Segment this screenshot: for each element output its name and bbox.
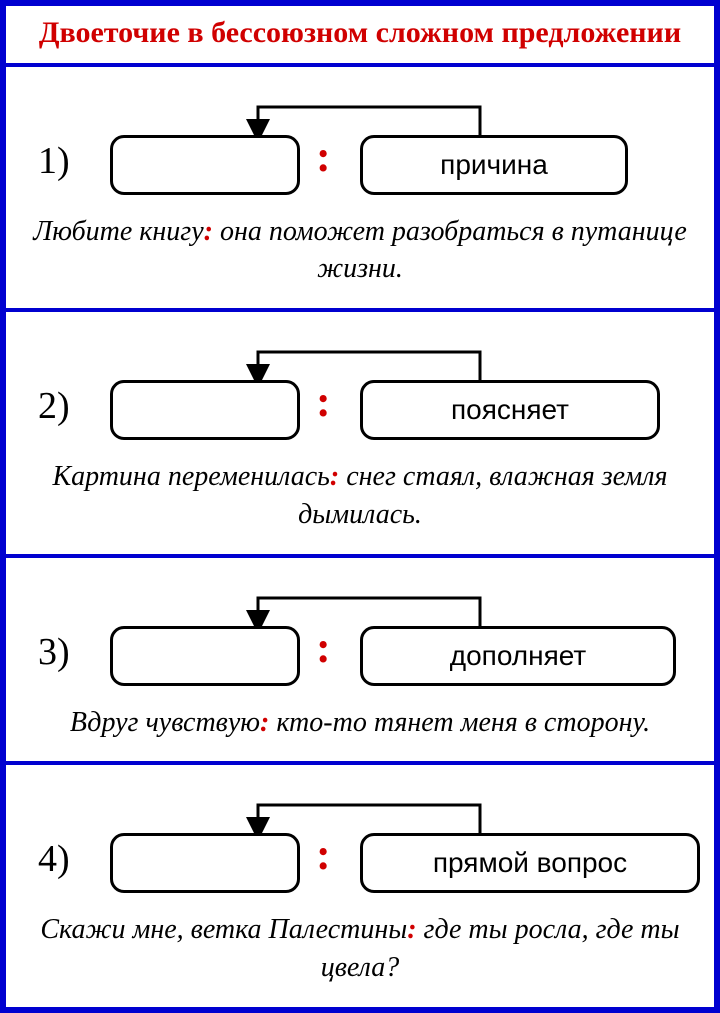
box-left xyxy=(110,833,300,893)
example-sentence: Картина переменилась: снег стаял, влажна… xyxy=(20,458,700,534)
rule-number: 2) xyxy=(38,384,70,428)
box-right-label: причина xyxy=(440,149,548,181)
rule-row: 1): причина Любите книгу: она поможет разо… xyxy=(6,67,714,313)
colon: : xyxy=(316,376,331,427)
schema: 4): прямой вопрос xyxy=(20,793,700,903)
example-before: Скажи мне, ветка Палестины xyxy=(40,914,407,945)
example-after: она поможет разобраться в путанице жизни… xyxy=(213,216,687,285)
schema: 1): причина xyxy=(20,95,700,205)
example-colon: : xyxy=(260,707,269,738)
example-before: Вдруг чувствую xyxy=(70,707,260,738)
example-sentence: Любите книгу: она поможет разобраться в … xyxy=(20,213,700,289)
example-colon: : xyxy=(204,216,213,247)
colon: : xyxy=(316,131,331,182)
rule-row: 3): дополняет Вдруг чувствую: кто-то тянет… xyxy=(6,558,714,766)
box-left xyxy=(110,135,300,195)
box-right: причина xyxy=(360,135,628,195)
box-right: дополняет xyxy=(360,626,676,686)
example-before: Любите книгу xyxy=(33,216,203,247)
title-row: Двоеточие в бессоюзном сложном предложен… xyxy=(6,6,714,67)
example-colon: : xyxy=(330,461,339,492)
example-after: снег стаял, влажная земля дымилась. xyxy=(298,461,667,530)
colon: : xyxy=(316,829,331,880)
title: Двоеточие в бессоюзном сложном предложен… xyxy=(12,16,708,51)
example-after: кто-то тянет меня в сторону. xyxy=(269,707,650,738)
rule-number: 4) xyxy=(38,837,70,881)
box-right-label: поясняет xyxy=(451,394,569,426)
schema: 2): поясняет xyxy=(20,340,700,450)
box-left xyxy=(110,626,300,686)
box-right-label: дополняет xyxy=(450,640,586,672)
example-before: Картина переменилась xyxy=(52,461,329,492)
rule-row: 2): поясняет Картина переменилась: снег ст… xyxy=(6,312,714,558)
example-colon: : xyxy=(407,914,416,945)
box-right: поясняет xyxy=(360,380,660,440)
diagram-container: Двоеточие в бессоюзном сложном предложен… xyxy=(0,0,720,1013)
box-right-label: прямой вопрос xyxy=(433,847,627,879)
example-sentence: Скажи мне, ветка Палестины: где ты росла… xyxy=(20,911,700,987)
rule-number: 1) xyxy=(38,139,70,183)
rule-row: 4): прямой вопрос Скажи мне, ветка Палести… xyxy=(6,765,714,1007)
box-left xyxy=(110,380,300,440)
schema: 3): дополняет xyxy=(20,586,700,696)
rule-number: 3) xyxy=(38,630,70,674)
example-sentence: Вдруг чувствую: кто-то тянет меня в стор… xyxy=(20,704,700,742)
box-right: прямой вопрос xyxy=(360,833,700,893)
colon: : xyxy=(316,622,331,673)
